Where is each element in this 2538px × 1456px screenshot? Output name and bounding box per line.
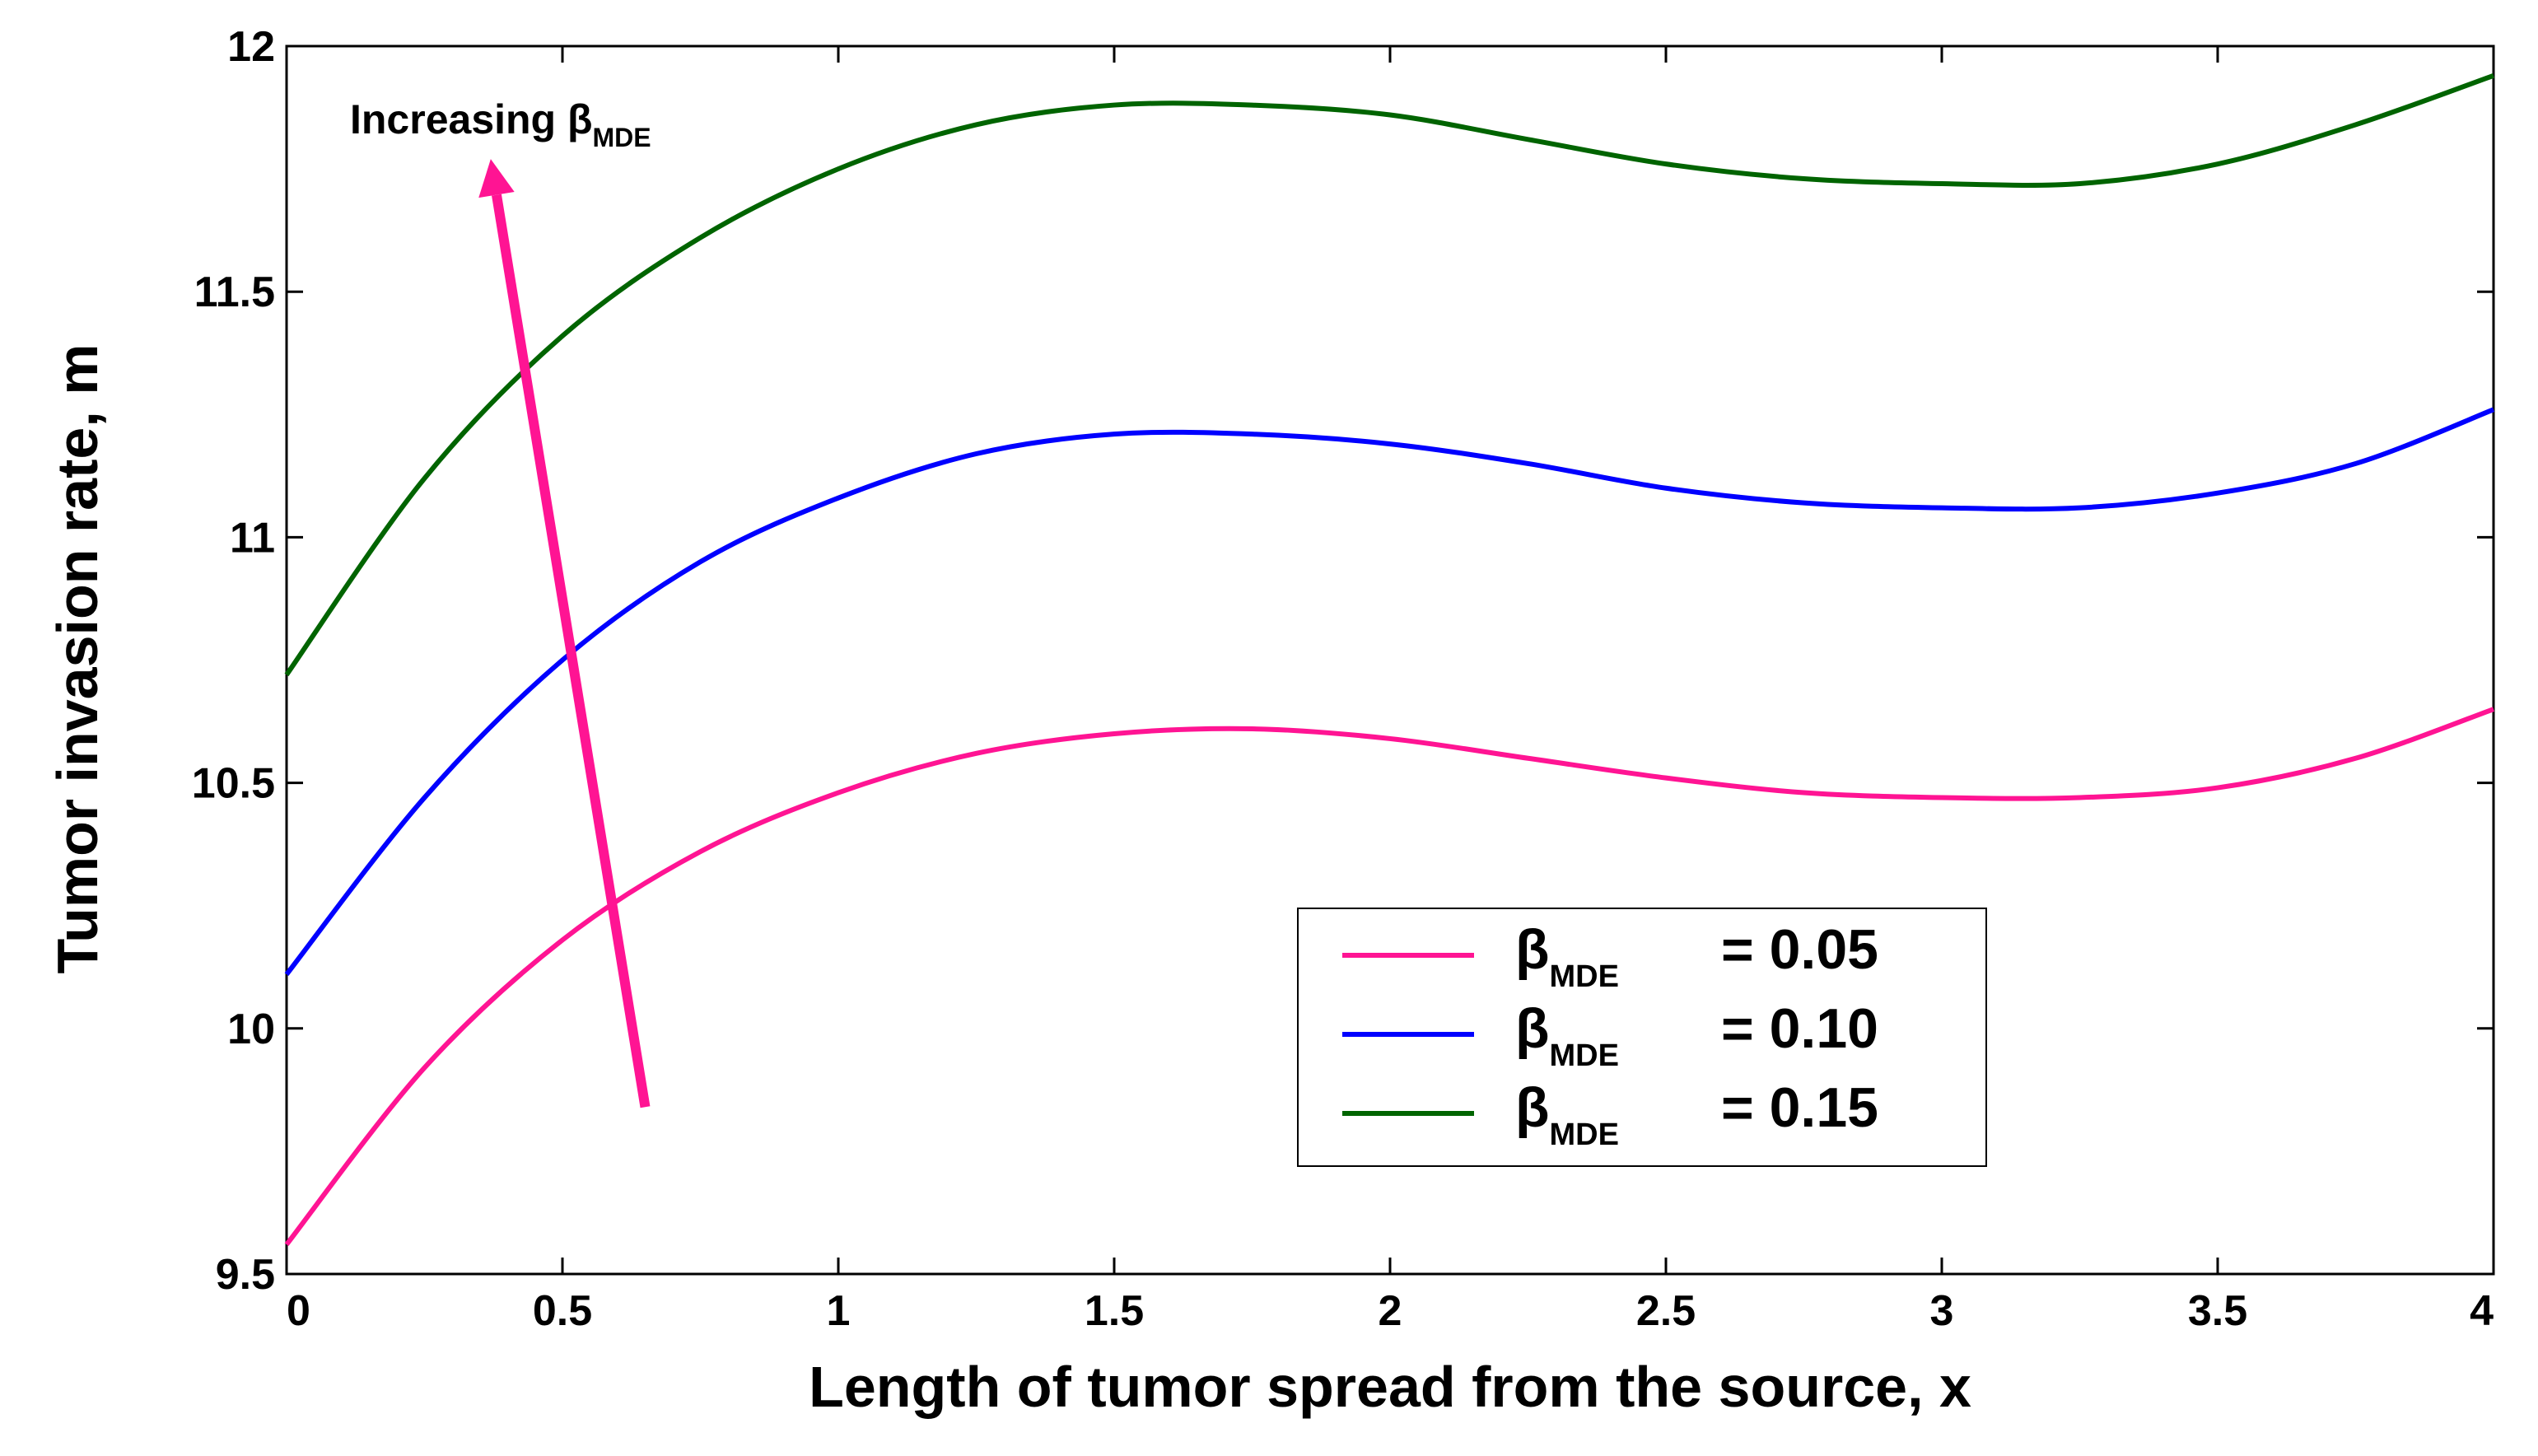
series-lines [284, 72, 2495, 1247]
annotation-arrow-shaft [492, 194, 651, 1108]
x-tick-label: 1 [827, 1287, 851, 1335]
x-tick-label: 3 [1930, 1287, 1954, 1335]
annotation-label: Increasing βMDE [350, 96, 651, 152]
annotation: Increasing βMDE [350, 96, 651, 1108]
series-line-1 [284, 707, 2495, 1247]
annotation-arrow-head [478, 159, 515, 198]
y-tick-labels: 9.5 10 10.5 11 11.5 12 [192, 23, 275, 1299]
x-tick-label: 1.5 [1085, 1287, 1144, 1335]
legend-label-2: βMDE = 0.10 [1515, 997, 1878, 1073]
y-tick-label: 11 [230, 514, 275, 562]
x-tick-label: 3.5 [2188, 1287, 2247, 1335]
y-tick-label: 11.5 [194, 268, 275, 316]
x-tick-label: 0.5 [533, 1287, 592, 1335]
axis-ticks [285, 44, 2495, 1276]
x-tick-label: 2 [1379, 1287, 1402, 1335]
y-tick-label: 10.5 [192, 760, 275, 808]
y-tick-label: 9.5 [216, 1251, 275, 1299]
y-axis-label: Tumor invasion rate, m [45, 344, 110, 974]
series-line-3 [284, 72, 2495, 677]
x-axis-label: Length of tumor spread from the source, … [809, 1355, 1971, 1419]
legend-label-3: βMDE = 0.15 [1515, 1076, 1878, 1152]
x-tick-label: 0 [287, 1287, 310, 1335]
legend-box [1297, 908, 1987, 1167]
series-line-2 [284, 407, 2495, 977]
y-tick-label: 12 [227, 23, 275, 71]
x-tick-label: 4 [2470, 1287, 2494, 1335]
x-tick-labels: 0 0.5 1 1.5 2 2.5 3 3.5 4 [287, 1287, 2494, 1335]
legend-label-1: βMDE = 0.05 [1515, 918, 1878, 994]
x-tick-label: 2.5 [1636, 1287, 1696, 1335]
y-tick-label: 10 [227, 1006, 275, 1053]
